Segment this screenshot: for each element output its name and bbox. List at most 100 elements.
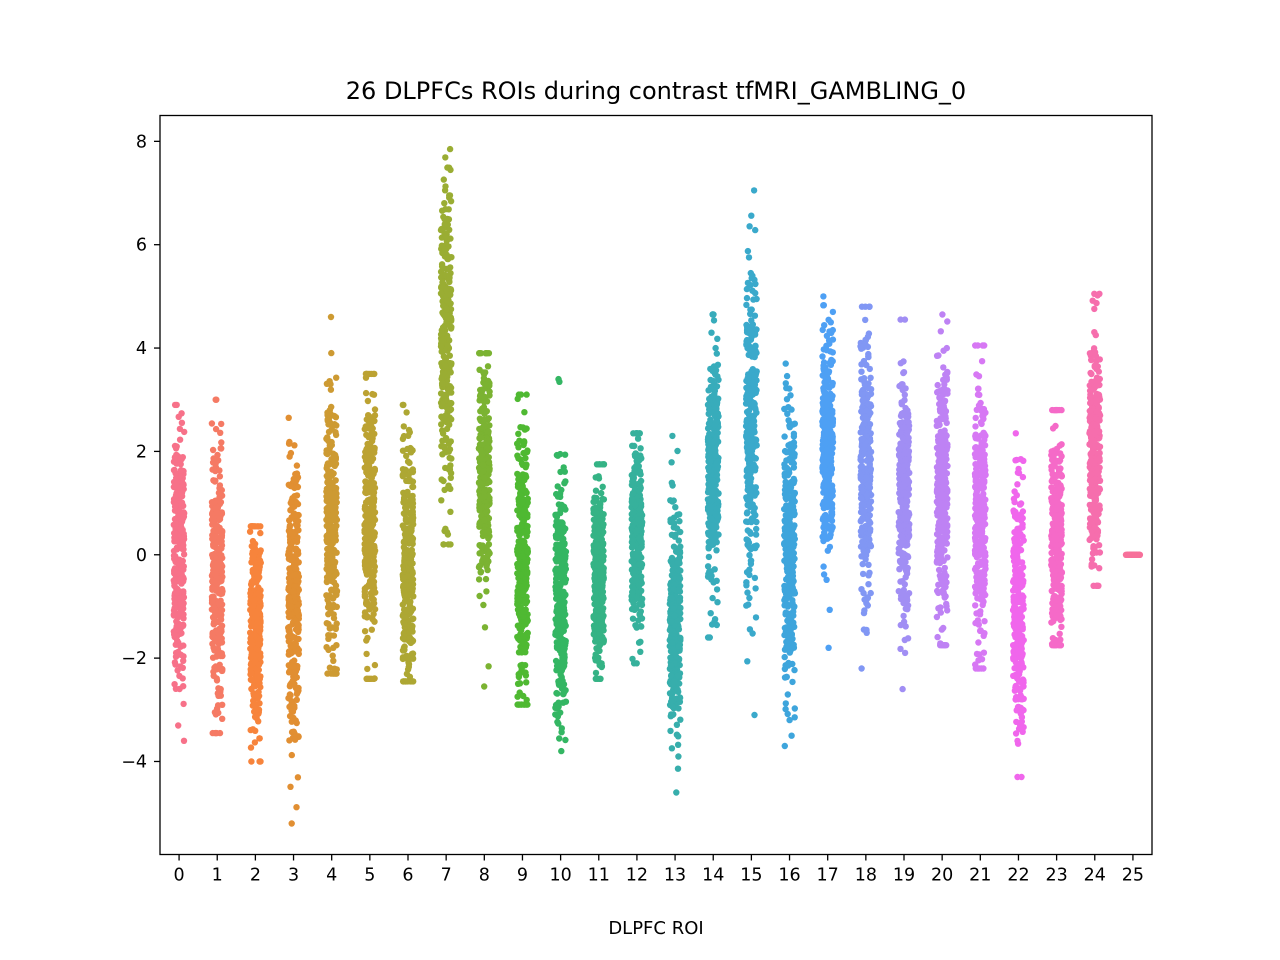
data-point [671, 533, 679, 540]
data-point [251, 658, 259, 665]
data-point [370, 610, 377, 618]
data-point [443, 297, 450, 304]
data-point [752, 585, 759, 592]
data-point [248, 620, 256, 627]
data-point [332, 670, 339, 677]
data-point [215, 692, 222, 699]
data-point [713, 517, 721, 524]
data-point [443, 285, 450, 292]
data-point [749, 321, 756, 328]
data-point [788, 478, 796, 485]
data-point [595, 475, 603, 482]
data-point [753, 542, 760, 549]
data-point [751, 711, 758, 719]
data-point [213, 675, 220, 682]
data-point [371, 465, 378, 473]
data-point [556, 543, 564, 550]
data-point [366, 553, 373, 560]
data-point [746, 551, 753, 559]
data-point [713, 350, 720, 357]
data-point [714, 335, 721, 342]
data-point [177, 609, 184, 616]
data-point [209, 466, 216, 473]
data-point [329, 624, 336, 631]
data-point [290, 475, 297, 483]
data-point [672, 504, 679, 511]
data-point [442, 233, 450, 241]
data-point [255, 641, 262, 648]
data-point [707, 610, 714, 617]
data-point [215, 629, 223, 637]
series-16 [781, 360, 799, 750]
data-point [210, 644, 217, 651]
data-point [255, 680, 262, 688]
data-point [750, 380, 757, 387]
data-point [250, 603, 257, 610]
data-point [447, 438, 454, 445]
data-point [668, 745, 676, 752]
data-point [636, 611, 643, 619]
data-point [252, 569, 259, 576]
data-point [180, 513, 188, 520]
data-point [173, 589, 180, 596]
data-point [363, 370, 370, 378]
data-point [592, 591, 599, 598]
data-point [524, 447, 531, 454]
data-point [480, 601, 487, 609]
data-point [409, 550, 416, 558]
data-point [326, 518, 333, 525]
data-point [289, 554, 296, 561]
data-point [562, 736, 569, 744]
data-point [405, 661, 413, 668]
data-point [293, 546, 300, 554]
data-point [516, 680, 524, 687]
data-point [485, 535, 492, 542]
data-point [248, 669, 255, 677]
data-point [600, 564, 607, 572]
data-point [552, 567, 559, 574]
data-point [475, 576, 483, 583]
data-point [254, 672, 261, 680]
data-point [446, 145, 454, 153]
data-point [521, 409, 528, 416]
data-point [363, 506, 370, 513]
data-point [176, 685, 183, 693]
data-point [211, 709, 219, 716]
data-point [561, 618, 568, 625]
data-point [439, 380, 446, 387]
data-point [249, 523, 256, 530]
data-point [251, 708, 258, 715]
data-point [675, 705, 682, 712]
data-point [333, 374, 340, 381]
data-point [363, 675, 370, 682]
data-point [745, 485, 752, 492]
data-point [673, 789, 680, 796]
data-point [596, 675, 604, 682]
data-point [600, 521, 607, 528]
data-point [293, 571, 300, 578]
data-point [400, 620, 408, 627]
data-point [521, 528, 529, 535]
data-point [705, 420, 713, 427]
data-point [557, 573, 564, 580]
data-point [326, 378, 333, 385]
data-point [710, 386, 717, 393]
data-point [294, 621, 301, 628]
data-point [638, 601, 646, 609]
data-point [479, 461, 487, 469]
data-point [557, 528, 564, 536]
data-point [675, 753, 682, 760]
data-point [552, 701, 560, 709]
data-point [483, 350, 490, 357]
data-point [211, 560, 219, 568]
data-point [362, 519, 369, 526]
data-point [371, 661, 379, 669]
data-point [171, 579, 178, 587]
data-point [210, 620, 218, 628]
data-point [782, 380, 789, 387]
data-point [440, 176, 447, 183]
data-point [290, 587, 297, 595]
data-point [257, 529, 264, 537]
data-point [791, 705, 798, 712]
data-point [438, 337, 445, 344]
